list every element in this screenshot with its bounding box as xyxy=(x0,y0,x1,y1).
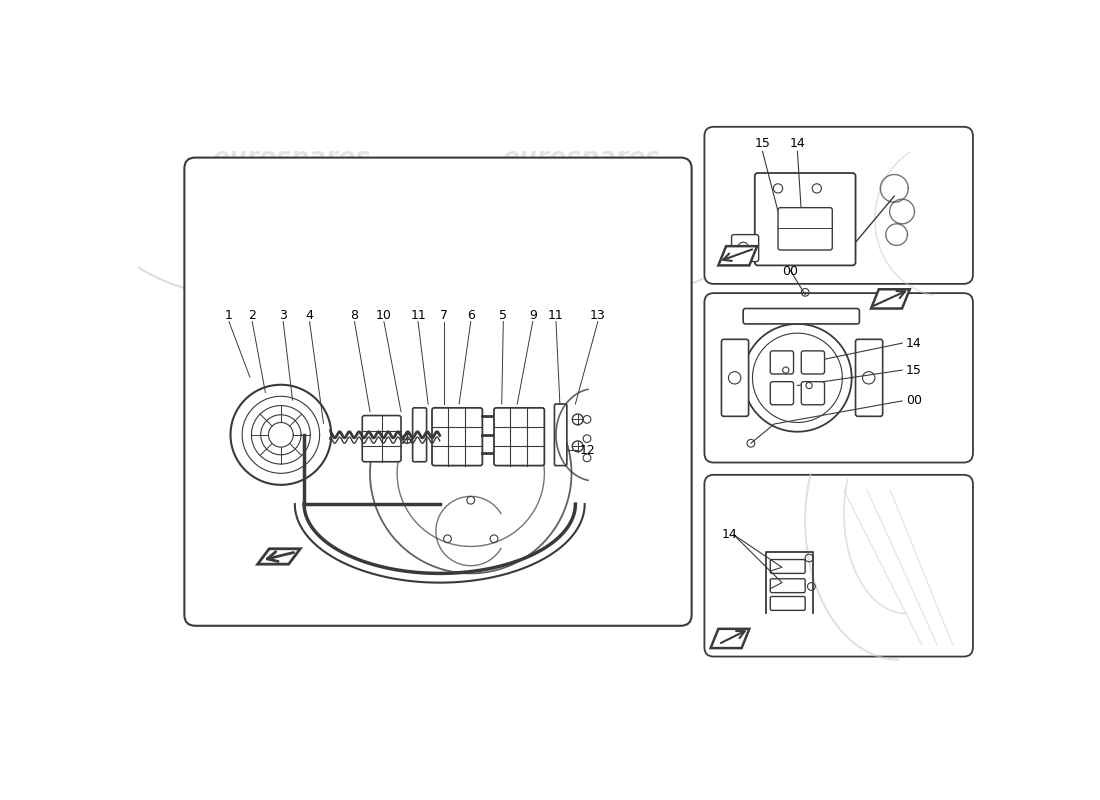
Text: 00: 00 xyxy=(906,394,922,407)
Text: 11: 11 xyxy=(548,309,564,322)
Text: 00: 00 xyxy=(782,265,797,278)
Text: 6: 6 xyxy=(466,309,475,322)
Text: 14: 14 xyxy=(790,138,805,150)
Text: 12: 12 xyxy=(580,444,595,457)
Text: eurospares: eurospares xyxy=(502,146,660,170)
FancyBboxPatch shape xyxy=(856,339,882,416)
FancyBboxPatch shape xyxy=(362,415,402,462)
Text: 4: 4 xyxy=(306,309,313,322)
FancyBboxPatch shape xyxy=(494,408,544,466)
Text: 8: 8 xyxy=(351,309,359,322)
Text: 3: 3 xyxy=(279,309,287,322)
FancyBboxPatch shape xyxy=(185,158,692,626)
Polygon shape xyxy=(711,629,749,648)
FancyBboxPatch shape xyxy=(770,559,805,574)
FancyBboxPatch shape xyxy=(770,351,793,374)
FancyBboxPatch shape xyxy=(801,382,825,405)
Text: eurospares: eurospares xyxy=(783,146,942,170)
FancyBboxPatch shape xyxy=(755,173,856,266)
Text: eurospares: eurospares xyxy=(212,435,370,459)
Text: 11: 11 xyxy=(410,309,426,322)
FancyBboxPatch shape xyxy=(770,382,793,405)
FancyBboxPatch shape xyxy=(744,309,859,324)
FancyBboxPatch shape xyxy=(770,597,805,610)
Text: 10: 10 xyxy=(376,309,392,322)
Text: 9: 9 xyxy=(529,309,537,322)
FancyBboxPatch shape xyxy=(704,293,974,462)
Text: eurospares: eurospares xyxy=(502,435,660,459)
Text: 15: 15 xyxy=(755,138,771,150)
FancyBboxPatch shape xyxy=(412,408,427,462)
Text: 7: 7 xyxy=(440,309,448,322)
Text: 13: 13 xyxy=(590,309,606,322)
Text: eurospares: eurospares xyxy=(783,435,942,459)
Text: 14: 14 xyxy=(722,529,737,542)
FancyBboxPatch shape xyxy=(554,404,566,466)
FancyBboxPatch shape xyxy=(704,475,974,657)
FancyBboxPatch shape xyxy=(770,578,805,593)
FancyBboxPatch shape xyxy=(722,339,749,416)
Text: 15: 15 xyxy=(906,364,922,377)
Text: 2: 2 xyxy=(249,309,256,322)
FancyBboxPatch shape xyxy=(732,234,759,262)
FancyBboxPatch shape xyxy=(801,351,825,374)
Polygon shape xyxy=(718,246,757,266)
Text: eurospares: eurospares xyxy=(212,146,370,170)
FancyBboxPatch shape xyxy=(778,208,833,250)
Text: 5: 5 xyxy=(499,309,507,322)
Text: 1: 1 xyxy=(226,309,233,322)
Text: 14: 14 xyxy=(906,337,922,350)
Polygon shape xyxy=(871,290,910,309)
FancyBboxPatch shape xyxy=(704,126,974,284)
FancyBboxPatch shape xyxy=(432,408,483,466)
